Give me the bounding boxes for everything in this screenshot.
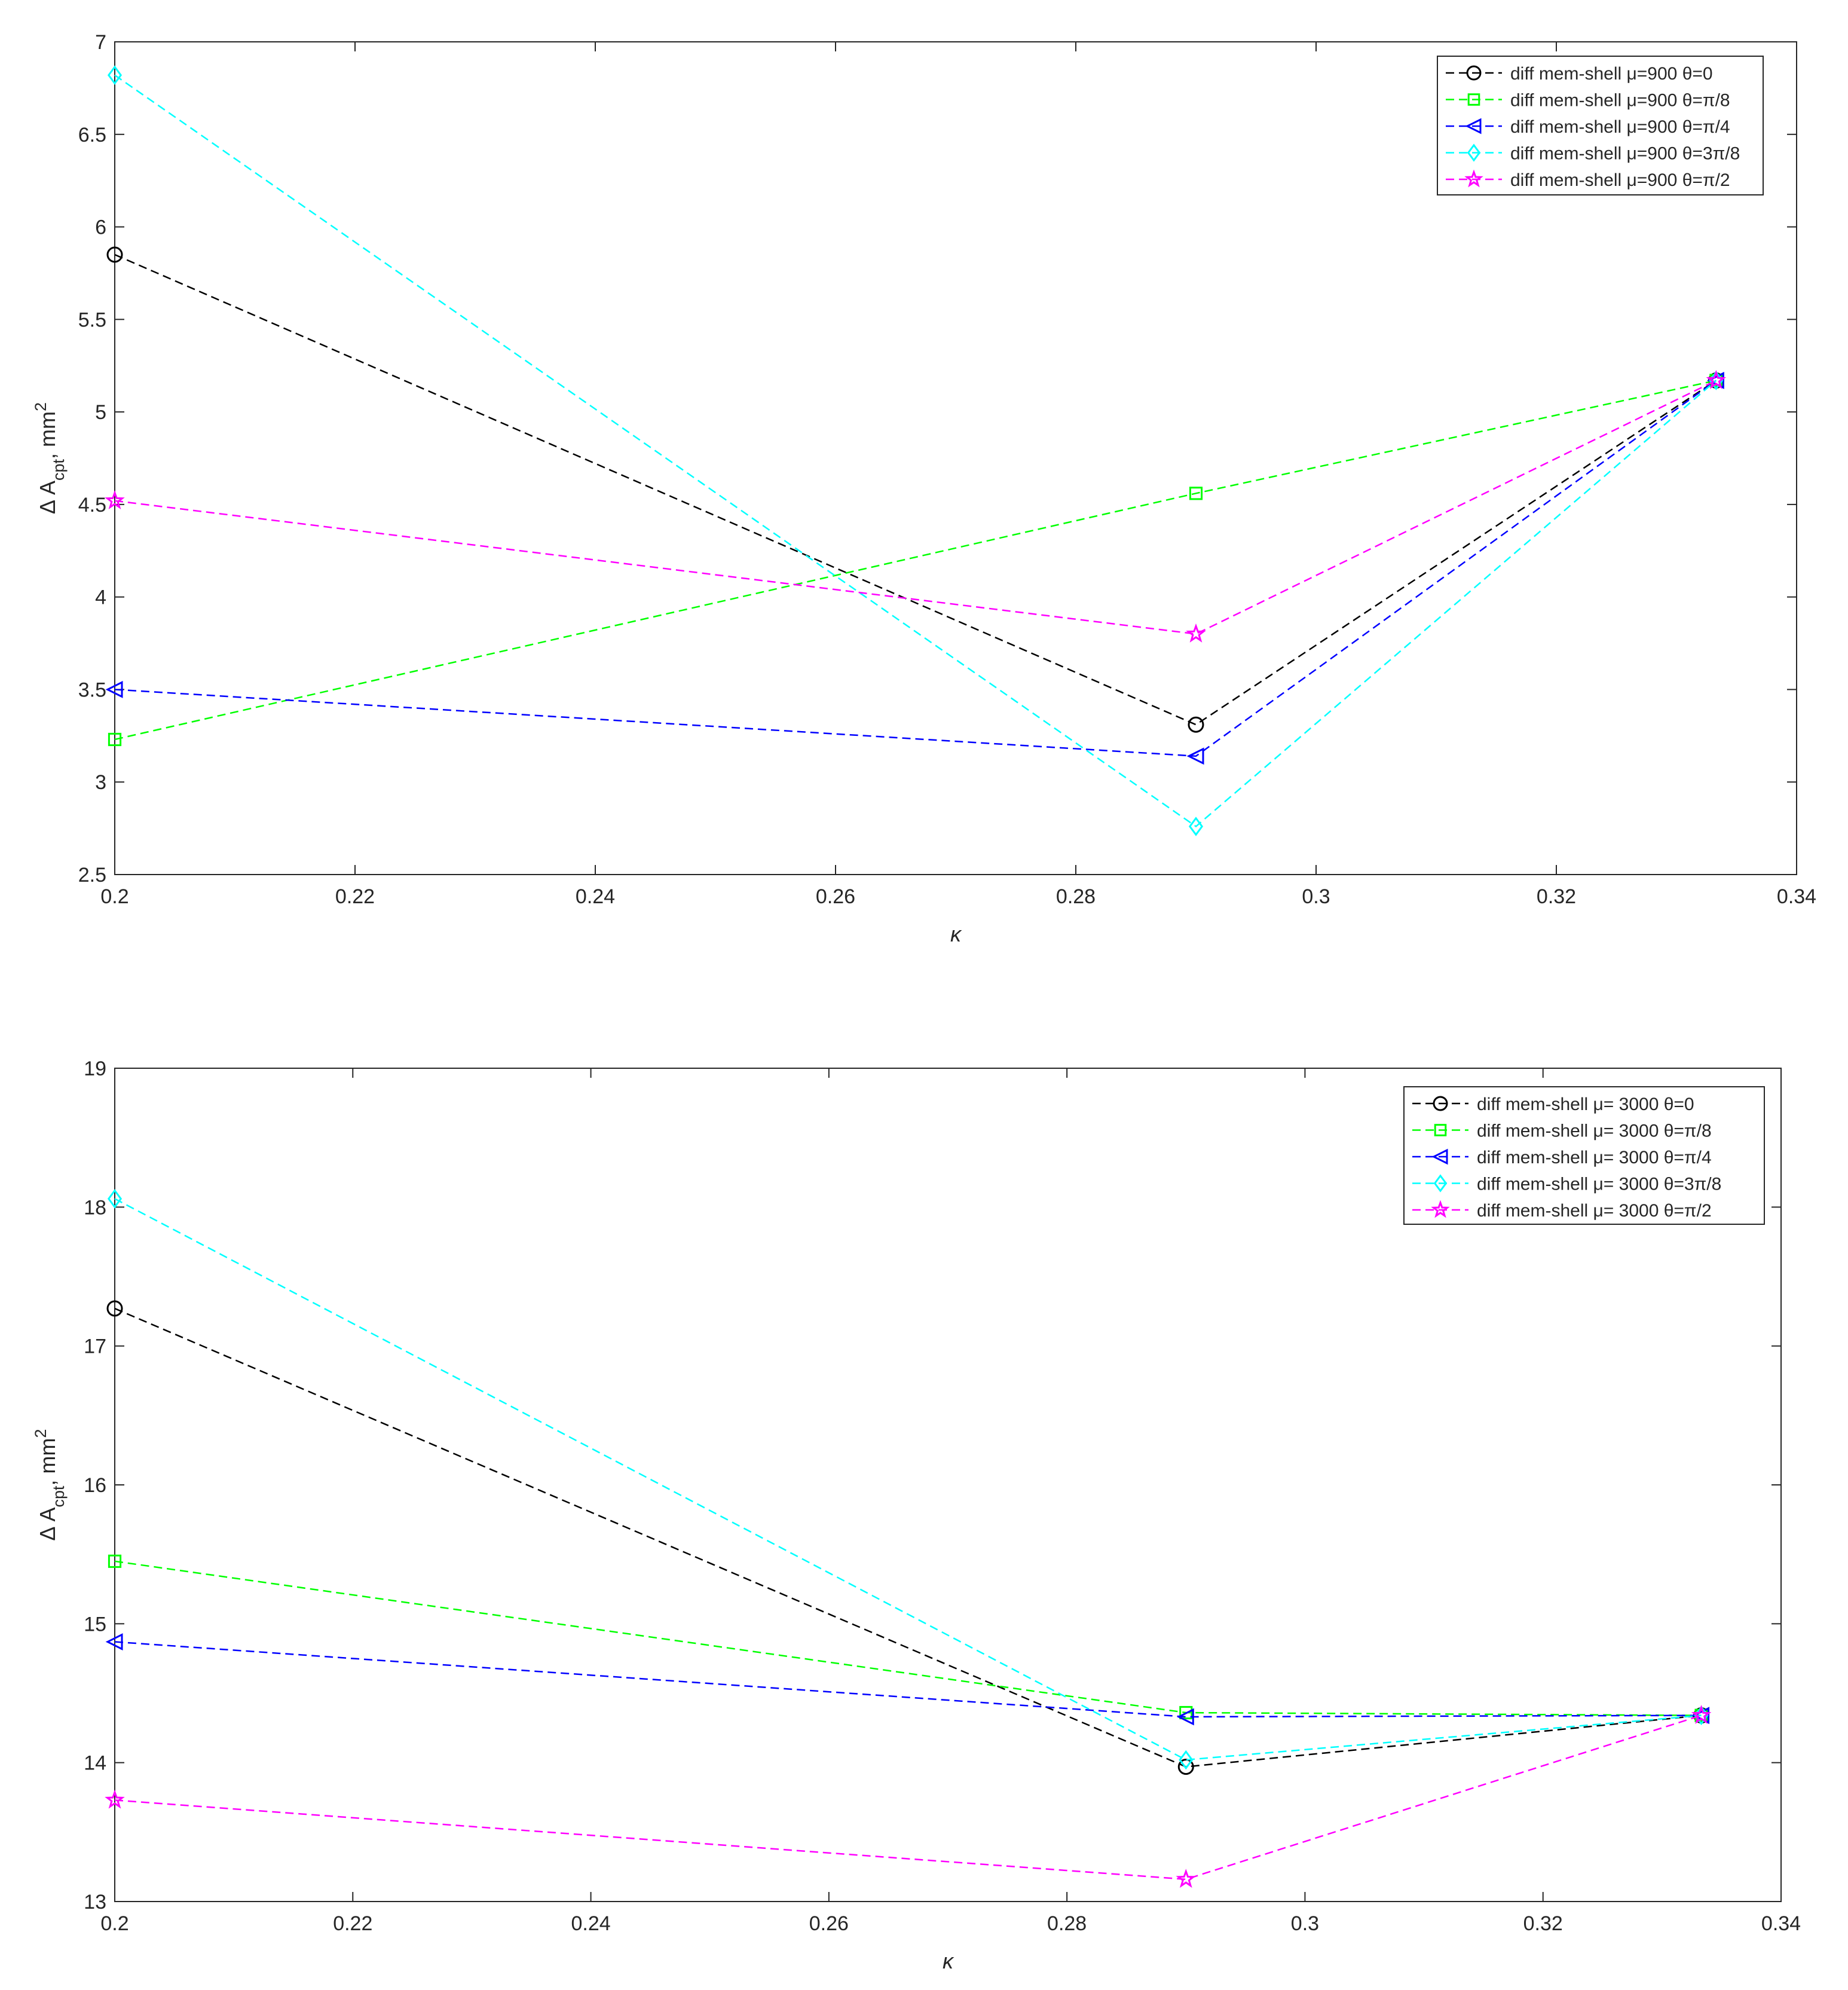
y-tick-label: 6 xyxy=(95,216,106,239)
y-tick-label: 3.5 xyxy=(78,678,106,701)
data-point xyxy=(105,1789,125,1809)
y-tick-label: 5.5 xyxy=(78,308,106,331)
x-tick-label: 0.26 xyxy=(809,1912,849,1935)
legend-entry: diff mem-shell μ= 3000 θ=π/4 xyxy=(1477,1148,1712,1167)
legend-entry: diff mem-shell μ= 3000 θ=3π/8 xyxy=(1477,1175,1721,1194)
legend-entry: diff mem-shell μ=900 θ=π/2 xyxy=(1510,170,1730,190)
y-tick-label: 19 xyxy=(84,1057,106,1080)
legend-marker xyxy=(1433,1096,1448,1111)
legend-marker xyxy=(1467,93,1480,106)
y-tick-label: 4.5 xyxy=(78,494,106,516)
x-tick-label: 0.24 xyxy=(571,1912,610,1935)
x-tick-label: 0.34 xyxy=(1761,1912,1801,1935)
legend-marker xyxy=(1465,118,1482,134)
data-point xyxy=(108,1554,122,1568)
x-tick-label: 0.22 xyxy=(335,885,375,908)
data-point xyxy=(1691,1705,1712,1724)
legend-box xyxy=(1403,1086,1765,1225)
x-tick-label: 0.22 xyxy=(333,1912,372,1935)
series-line xyxy=(114,380,1717,757)
data-point xyxy=(1186,747,1204,765)
x-axis-label: κ xyxy=(943,1949,954,1973)
y-tick-label: 16 xyxy=(84,1474,106,1497)
y-tick-label: 4 xyxy=(95,586,106,609)
y-tick-label: 5 xyxy=(95,401,106,424)
x-tick-label: 0.32 xyxy=(1537,885,1576,908)
data-point xyxy=(108,732,122,747)
y-tick-label: 13 xyxy=(84,1891,106,1913)
data-point xyxy=(107,1189,123,1209)
y-tick-label: 6.5 xyxy=(78,124,106,146)
y-tick-label: 7 xyxy=(95,31,106,54)
series-line xyxy=(114,253,1717,726)
series-line xyxy=(114,380,1717,741)
legend-marker xyxy=(1464,169,1483,188)
data-point xyxy=(1186,623,1206,643)
y-axis-label: Δ Acpt, mm2 xyxy=(32,402,68,514)
chart-1: 0.2 0.22 0.24 0.26 0.28 0.3 0.32 0.34 2.5 3 3.5 4 4.… xyxy=(32,31,1816,946)
legend-entry: diff mem-shell μ=900 θ=3π/8 xyxy=(1510,144,1740,164)
data-point xyxy=(1179,1705,1193,1720)
y-tick-label: 14 xyxy=(84,1752,106,1775)
y-tick-label: 3 xyxy=(95,771,106,794)
data-point xyxy=(106,246,123,263)
x-tick-label: 0.34 xyxy=(1777,885,1816,908)
data-point xyxy=(1188,817,1204,836)
series-line xyxy=(114,380,1717,635)
legend-marker xyxy=(1431,1200,1450,1218)
series-5 xyxy=(105,369,1727,643)
series-5 xyxy=(105,1705,1712,1888)
y-tick-label: 15 xyxy=(84,1613,106,1636)
legend-entry: diff mem-shell μ=900 θ=0 xyxy=(1510,64,1713,84)
series-line xyxy=(114,1641,1702,1718)
series-line xyxy=(114,1198,1702,1761)
legend-entry: diff mem-shell μ= 3000 θ=π/8 xyxy=(1477,1121,1712,1141)
legend: diff mem-shell μ=900 θ=0 diff mem-shell μ… xyxy=(1437,56,1764,195)
x-tick-label: 0.2 xyxy=(100,1912,128,1935)
x-axis-label: κ xyxy=(950,922,962,946)
x-tick-label: 0.28 xyxy=(1047,1912,1087,1935)
x-tick-label: 0.3 xyxy=(1302,885,1330,908)
legend-marker xyxy=(1434,1124,1447,1136)
series-line xyxy=(114,1714,1702,1881)
legend-marker xyxy=(1431,1148,1448,1165)
y-tick-label: 18 xyxy=(84,1196,106,1219)
legend: diff mem-shell μ= 3000 θ=0 diff mem-shell… xyxy=(1403,1086,1765,1225)
legend-marker xyxy=(1467,143,1481,162)
x-tick-label: 0.26 xyxy=(816,885,855,908)
data-point xyxy=(105,681,123,698)
legend-entry: diff mem-shell μ=900 θ=π/4 xyxy=(1510,117,1730,137)
data-point xyxy=(1706,369,1727,389)
data-point xyxy=(1176,1869,1197,1888)
data-point xyxy=(1179,1750,1194,1770)
chart-2: 0.2 0.22 0.24 0.26 0.28 0.3 0.32 0.34 13 14 15 16 17… xyxy=(32,1057,1801,1973)
data-point xyxy=(1177,1759,1194,1775)
y-tick-label: 2.5 xyxy=(78,864,106,887)
legend-marker xyxy=(1433,1174,1448,1193)
x-tick-label: 0.32 xyxy=(1523,1912,1563,1935)
data-point xyxy=(1188,716,1204,733)
series-2 xyxy=(108,374,1723,747)
data-point xyxy=(106,1300,123,1317)
y-axis-label: Δ Acpt, mm2 xyxy=(32,1429,68,1540)
y-tick-label: 17 xyxy=(84,1335,106,1358)
x-tick-label: 0.28 xyxy=(1056,885,1096,908)
x-tick-label: 0.2 xyxy=(100,885,128,908)
legend-entry: diff mem-shell μ= 3000 θ=0 xyxy=(1477,1095,1694,1114)
x-tick-label: 0.3 xyxy=(1291,1912,1319,1935)
series-line xyxy=(114,74,1717,828)
data-point xyxy=(105,1633,123,1650)
data-point xyxy=(105,490,125,509)
legend-entry: diff mem-shell μ=900 θ=π/8 xyxy=(1510,91,1730,111)
x-tick-label: 0.24 xyxy=(576,885,615,908)
data-point xyxy=(1176,1708,1194,1726)
data-point xyxy=(1189,487,1203,500)
legend-entry: diff mem-shell μ= 3000 θ=π/2 xyxy=(1477,1201,1712,1221)
data-point xyxy=(107,65,123,85)
legend-marker xyxy=(1466,65,1482,81)
